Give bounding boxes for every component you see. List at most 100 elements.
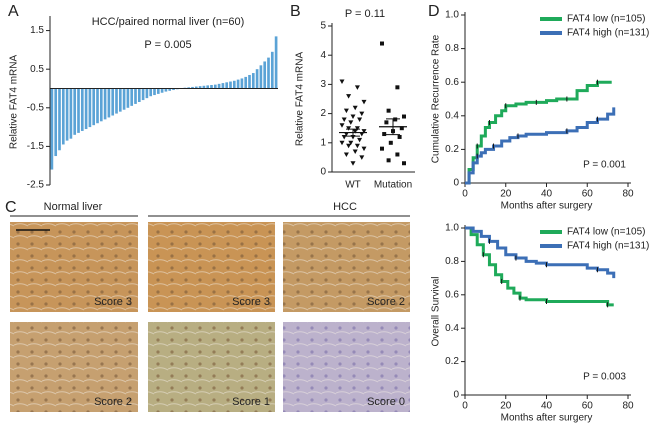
- annotation: P = 0.003: [583, 372, 626, 383]
- bar: [80, 88, 84, 131]
- point: [402, 161, 406, 166]
- x-tick-label: 40: [541, 189, 553, 200]
- y-tick-label: 0.4: [445, 110, 459, 121]
- group-label: HCC: [333, 201, 357, 213]
- point: [343, 108, 349, 114]
- y-tick-label: 0: [320, 167, 326, 178]
- score-label: Score 3: [232, 296, 270, 308]
- x-tick-label: 0: [462, 401, 468, 412]
- bar: [225, 82, 229, 89]
- error-bar: [386, 118, 400, 136]
- x-tick-label: 20: [500, 189, 512, 200]
- point: [339, 79, 345, 84]
- x-tick-label: 80: [622, 189, 634, 200]
- point: [361, 146, 367, 152]
- y-tick-label: 1: [320, 137, 326, 148]
- bar: [58, 88, 61, 151]
- point: [346, 94, 352, 99]
- bar: [88, 88, 92, 128]
- x-tick-label: 60: [582, 189, 594, 200]
- point: [359, 111, 365, 117]
- y-tick-label: -0.5: [27, 102, 45, 113]
- bar: [274, 36, 278, 89]
- x-tick-label: 40: [541, 401, 553, 412]
- annotation: P = 0.001: [583, 160, 626, 171]
- error-bar: [346, 128, 360, 137]
- point: [343, 152, 349, 157]
- point: [402, 114, 406, 119]
- y-tick-label: 3: [320, 79, 326, 90]
- bar: [103, 88, 107, 120]
- micrograph: [148, 322, 275, 412]
- y-tick-label: -1.5: [27, 141, 45, 152]
- point: [395, 152, 400, 157]
- point: [386, 158, 391, 163]
- bar: [244, 76, 248, 89]
- bar: [122, 88, 126, 110]
- score-label: Score 1: [232, 396, 270, 408]
- bar: [172, 88, 175, 91]
- legend-label: FAT4 high (n=131): [567, 28, 649, 39]
- bar: [153, 88, 156, 96]
- y-tick-label: 0.8: [445, 43, 459, 54]
- y-axis-label: Relative FAT4 mRNA: [295, 52, 306, 147]
- bar: [248, 74, 251, 89]
- bar: [137, 88, 141, 102]
- point: [354, 126, 360, 131]
- bar: [156, 88, 160, 94]
- bar: [236, 79, 240, 89]
- y-tick-label: 1.0: [445, 10, 459, 21]
- bar: [202, 85, 206, 89]
- point: [395, 85, 400, 90]
- bar: [145, 88, 149, 99]
- y-axis-label: Relative FAT4 mRNA: [9, 55, 20, 150]
- y-tick-label: 0.6: [445, 289, 459, 300]
- y-axis-label: Cumulative Recurrence Rate: [431, 34, 442, 163]
- bar: [168, 88, 172, 91]
- bar: [92, 88, 96, 126]
- bar: [198, 86, 202, 89]
- bar: [221, 83, 225, 89]
- bar: [107, 88, 111, 118]
- bar: [96, 88, 99, 124]
- y-tick-label: 4: [320, 50, 326, 61]
- bar: [217, 83, 221, 89]
- chart-title: HCC/paired normal liver (n=60): [92, 16, 245, 28]
- bar: [141, 88, 145, 101]
- y-tick-label: 0.6: [445, 77, 459, 88]
- y-tick-label: 0.2: [445, 356, 459, 367]
- point: [350, 161, 356, 166]
- bar: [240, 78, 244, 89]
- micrograph: [283, 322, 410, 412]
- bar: [54, 88, 58, 157]
- survival-curve: [465, 226, 614, 307]
- bar: [229, 81, 232, 89]
- point: [346, 143, 352, 149]
- bar: [206, 85, 210, 89]
- bar: [259, 65, 263, 89]
- bar: [210, 85, 213, 89]
- chart-title: P = 0.11: [345, 8, 385, 20]
- micrograph: [148, 222, 275, 312]
- bar: [191, 86, 194, 89]
- survival-curve: [465, 107, 616, 185]
- bar: [130, 88, 134, 106]
- x-tick-label: WT: [345, 180, 361, 191]
- y-tick-label: 0: [453, 390, 459, 401]
- micrograph: [283, 222, 410, 312]
- y-tick-label: -2.5: [27, 180, 45, 191]
- bar: [84, 88, 88, 130]
- y-tick-label: 0.5: [30, 64, 44, 75]
- bar: [232, 80, 236, 89]
- bar: [270, 51, 274, 89]
- point: [348, 120, 354, 125]
- y-tick-label: 5: [320, 21, 326, 32]
- x-tick-label: Mutation: [374, 180, 412, 191]
- point: [380, 146, 384, 151]
- point: [339, 140, 345, 146]
- bar: [149, 88, 153, 97]
- group-label: Normal liver: [44, 201, 103, 213]
- y-tick-label: 2: [320, 108, 326, 119]
- bar: [251, 73, 255, 89]
